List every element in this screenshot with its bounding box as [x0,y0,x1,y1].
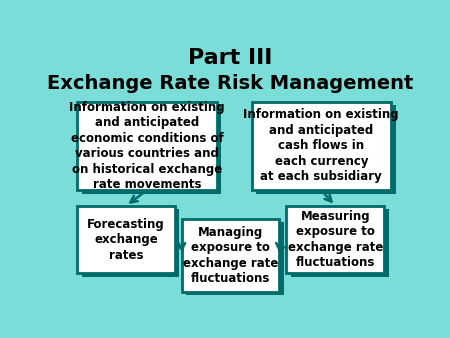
Text: Measuring
exposure to
exchange rate
fluctuations: Measuring exposure to exchange rate fluc… [288,210,383,269]
Text: Managing
exposure to
exchange rate
fluctuations: Managing exposure to exchange rate fluct… [183,225,278,285]
FancyBboxPatch shape [287,206,384,273]
Text: Part III: Part III [189,48,273,68]
Text: Information on existing
and anticipated
economic conditions of
various countries: Information on existing and anticipated … [69,101,225,191]
FancyBboxPatch shape [182,219,279,292]
Text: Forecasting
exchange
rates: Forecasting exchange rates [87,218,165,262]
FancyBboxPatch shape [252,102,391,190]
Text: Information on existing
and anticipated
cash flows in
each currency
at each subs: Information on existing and anticipated … [243,108,399,184]
FancyBboxPatch shape [186,222,284,295]
Text: Exchange Rate Risk Management: Exchange Rate Risk Management [47,74,414,93]
FancyBboxPatch shape [291,209,389,277]
FancyBboxPatch shape [82,105,221,194]
FancyBboxPatch shape [77,102,217,190]
FancyBboxPatch shape [77,206,175,273]
FancyBboxPatch shape [82,209,180,277]
FancyBboxPatch shape [256,105,396,194]
